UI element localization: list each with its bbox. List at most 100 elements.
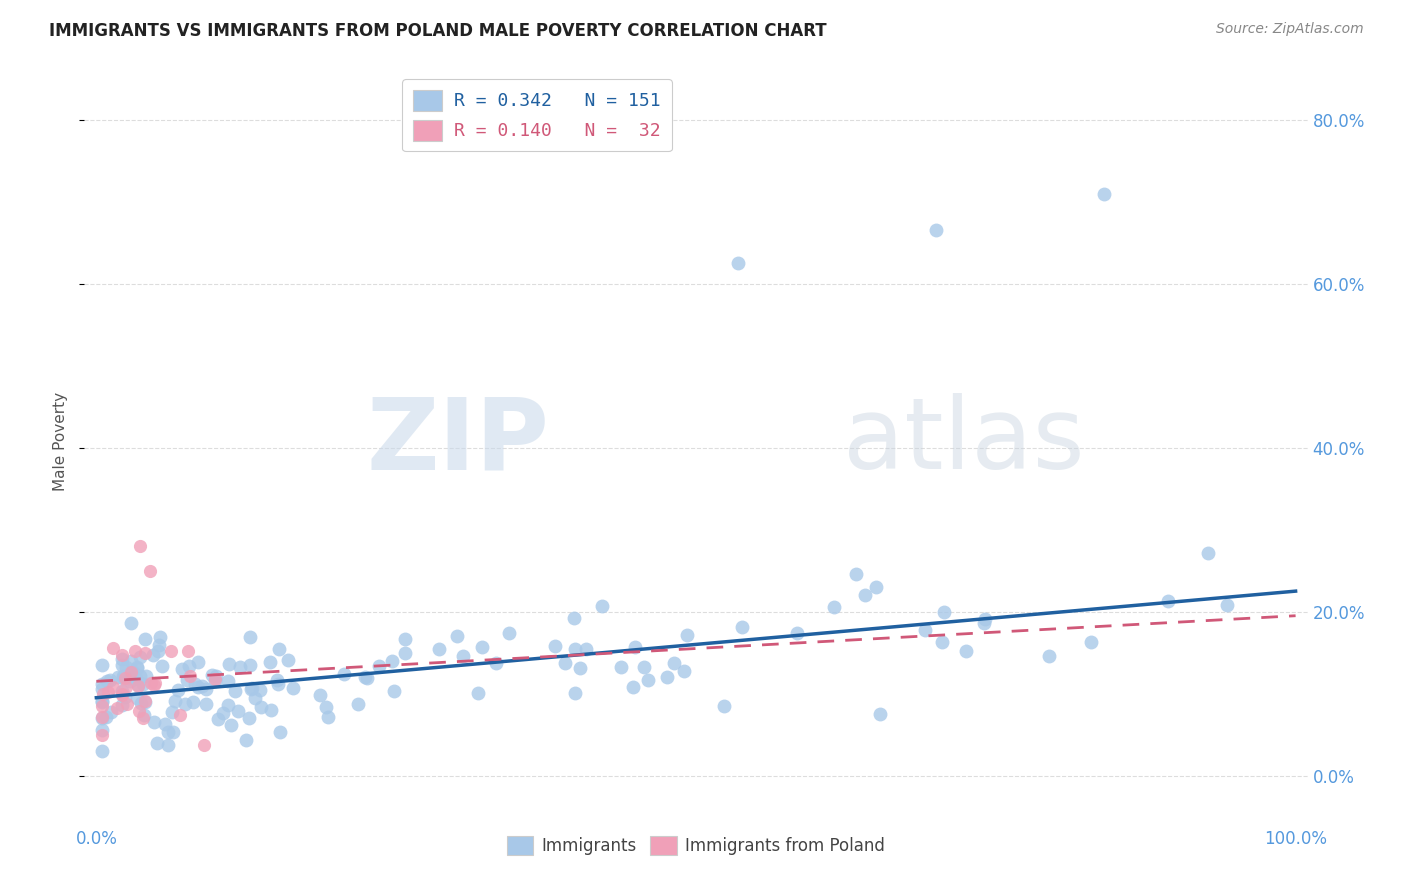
Point: [731, 620, 754, 634]
Point: [91, 710, 114, 724]
Point: [172, 662, 194, 676]
Point: [91, 657, 114, 672]
Point: [132, 708, 155, 723]
Point: [132, 677, 155, 691]
Point: [238, 658, 260, 673]
Point: [356, 671, 378, 685]
Point: [446, 629, 468, 643]
Point: [167, 682, 190, 697]
Point: [134, 695, 156, 709]
Point: [266, 673, 288, 688]
Point: [169, 707, 191, 722]
Point: [91, 687, 114, 701]
Point: [394, 632, 416, 647]
Point: [591, 599, 613, 614]
Point: [554, 656, 576, 670]
Point: [111, 687, 134, 701]
Point: [249, 700, 271, 714]
Text: Source: ZipAtlas.com: Source: ZipAtlas.com: [1216, 22, 1364, 37]
Point: [111, 688, 134, 702]
Point: [845, 567, 868, 582]
Point: [624, 640, 647, 654]
Point: [127, 661, 149, 675]
Point: [1080, 635, 1102, 649]
Point: [91, 710, 114, 724]
Point: [713, 699, 735, 714]
Point: [260, 703, 283, 717]
Y-axis label: Male Poverty: Male Poverty: [53, 392, 69, 491]
Point: [354, 670, 377, 684]
Point: [238, 711, 260, 725]
Point: [610, 660, 633, 674]
Point: [333, 666, 356, 681]
Text: IMMIGRANTS VS IMMIGRANTS FROM POLAND MALE POVERTY CORRELATION CHART: IMMIGRANTS VS IMMIGRANTS FROM POLAND MAL…: [49, 22, 827, 40]
Point: [655, 670, 678, 684]
Point: [96, 673, 118, 688]
Point: [111, 698, 134, 712]
Point: [316, 710, 339, 724]
Point: [132, 711, 155, 725]
Point: [575, 642, 598, 657]
Point: [869, 707, 891, 722]
Point: [120, 665, 142, 679]
Point: [1216, 598, 1239, 612]
Point: [184, 677, 207, 691]
Point: [162, 705, 184, 719]
Point: [110, 648, 132, 663]
Point: [865, 580, 887, 594]
Point: [485, 656, 508, 670]
Point: [128, 704, 150, 718]
Point: [134, 694, 156, 708]
Point: [124, 644, 146, 658]
Point: [91, 698, 114, 713]
Point: [179, 669, 201, 683]
Point: [177, 644, 200, 658]
Point: [194, 697, 217, 711]
Point: [91, 676, 114, 690]
Point: [138, 564, 160, 578]
Point: [932, 605, 955, 619]
Point: [162, 725, 184, 739]
Point: [173, 698, 195, 712]
Point: [127, 680, 149, 694]
Point: [914, 623, 936, 637]
Point: [91, 744, 114, 758]
Point: [243, 690, 266, 705]
Point: [111, 657, 134, 672]
Point: [131, 696, 153, 710]
Point: [150, 659, 173, 673]
Point: [218, 657, 240, 671]
Point: [564, 686, 586, 700]
Point: [217, 698, 239, 712]
Legend: Immigrants, Immigrants from Poland: Immigrants, Immigrants from Poland: [501, 829, 891, 862]
Point: [564, 642, 586, 657]
Point: [204, 672, 226, 686]
Point: [217, 674, 239, 689]
Point: [382, 684, 405, 698]
Point: [239, 681, 262, 696]
Point: [128, 539, 150, 553]
Point: [269, 725, 291, 739]
Point: [115, 660, 138, 674]
Point: [664, 656, 686, 670]
Point: [281, 681, 304, 696]
Point: [120, 674, 142, 689]
Point: [204, 673, 226, 688]
Point: [974, 612, 997, 626]
Point: [111, 652, 134, 666]
Point: [562, 611, 585, 625]
Point: [224, 683, 246, 698]
Point: [633, 660, 655, 674]
Point: [823, 599, 845, 614]
Point: [315, 699, 337, 714]
Point: [125, 660, 148, 674]
Point: [127, 678, 149, 692]
Point: [157, 738, 180, 752]
Point: [115, 697, 138, 711]
Point: [568, 661, 591, 675]
Point: [149, 631, 172, 645]
Point: [111, 671, 134, 685]
Point: [309, 688, 332, 702]
Point: [107, 669, 129, 683]
Point: [128, 669, 150, 683]
